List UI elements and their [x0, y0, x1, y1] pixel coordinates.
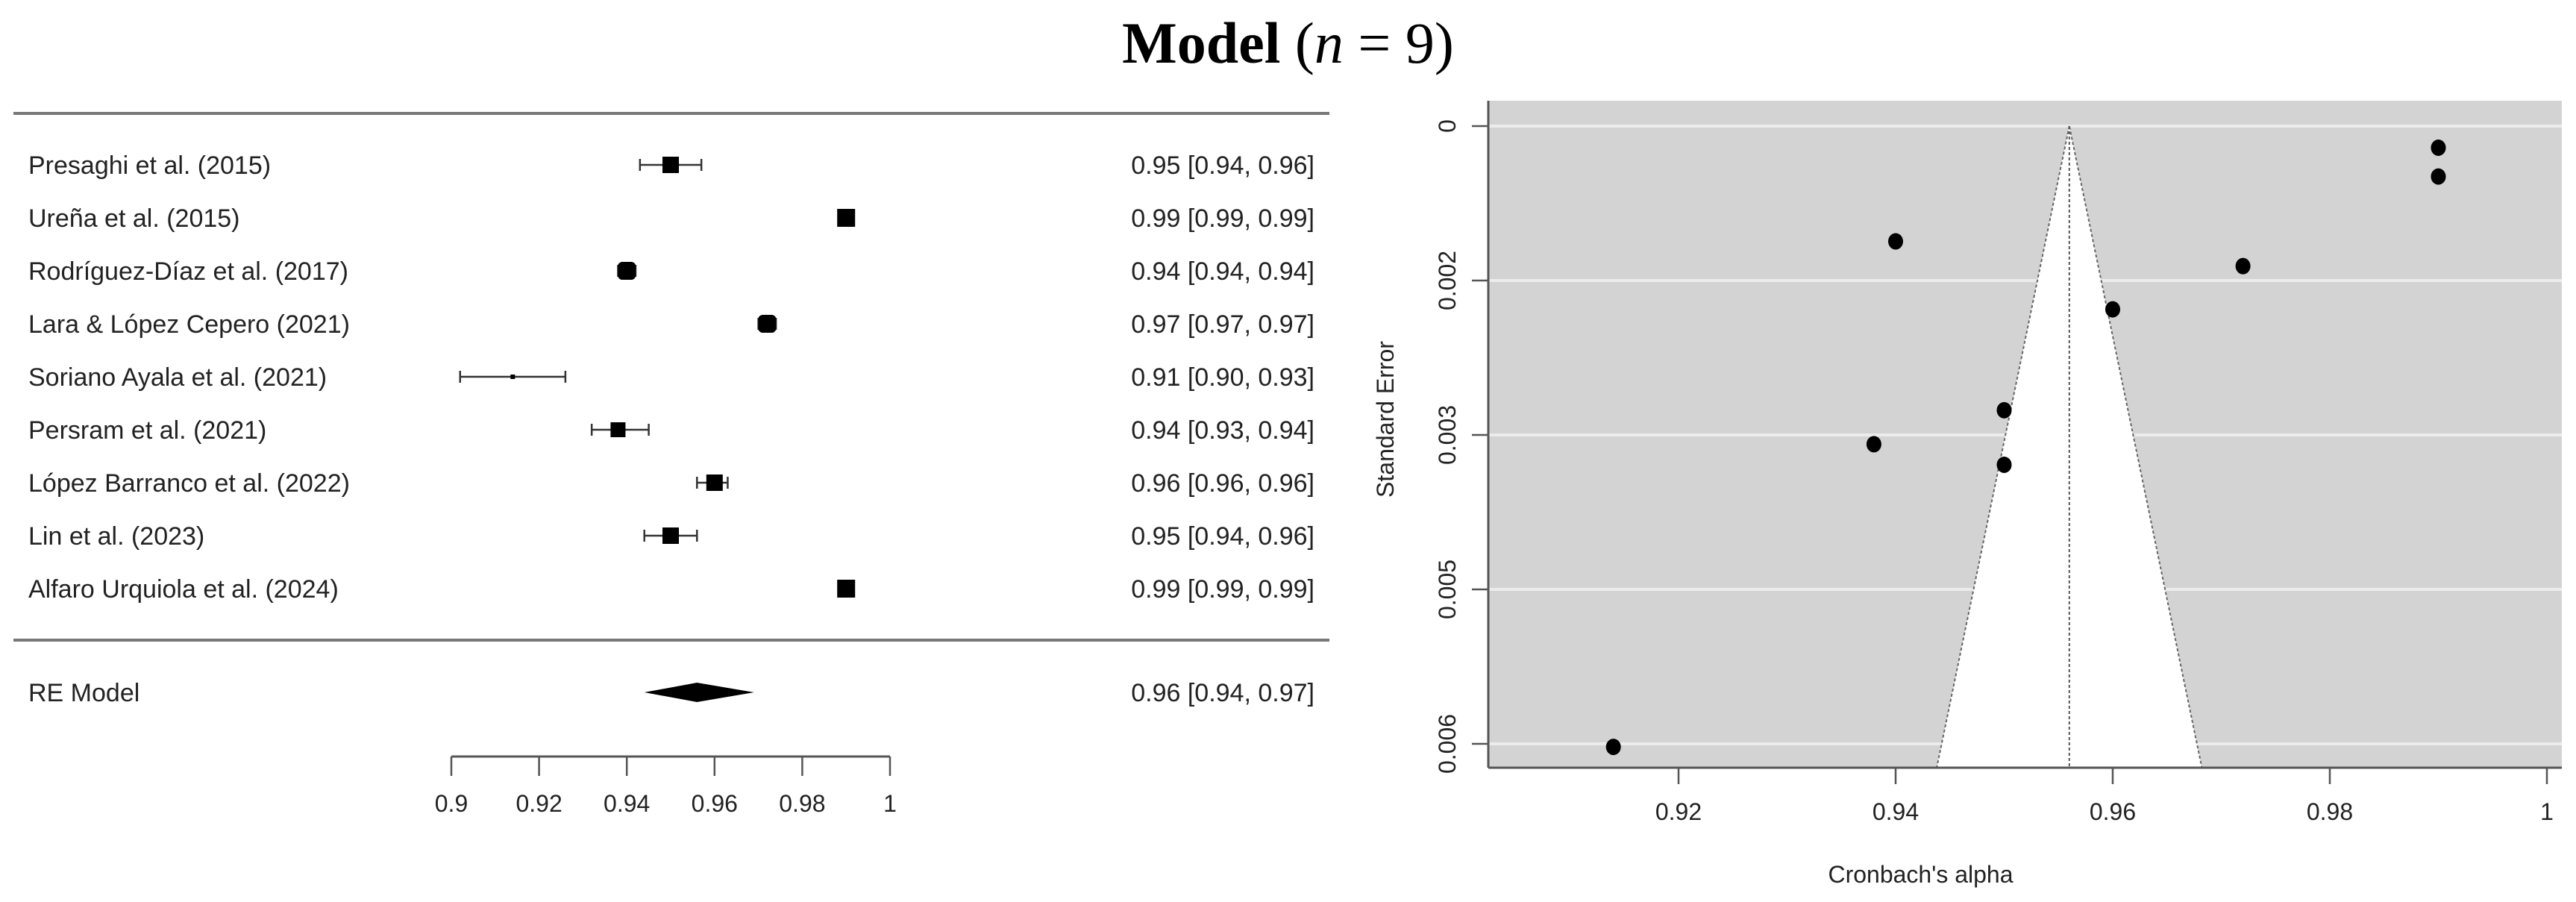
- study-label: Lin et al. (2023): [28, 522, 204, 551]
- estimate-ci-text: 0.94 [0.93, 0.94]: [1131, 416, 1314, 445]
- estimate-square: [610, 422, 626, 437]
- forest-row: Rodríguez-Díaz et al. (2017) 0.94 [0.94, …: [28, 257, 1314, 286]
- estimate-ci-text: 0.97 [0.97, 0.97]: [1131, 310, 1314, 339]
- forest-x-tick: 0.9: [435, 790, 468, 817]
- forest-row: López Barranco et al. (2022) 0.96 [0.96, …: [28, 469, 1314, 498]
- study-label: Lara & López Cepero (2021): [28, 310, 350, 339]
- funnel-point: [1996, 401, 2012, 419]
- study-label: Presaghi et al. (2015): [28, 151, 271, 180]
- forest-x-tick: 0.94: [604, 790, 650, 817]
- funnel-x-label: Cronbach's alpha: [1828, 861, 2013, 888]
- funnel-y-tick: 0.002: [1434, 251, 1461, 310]
- funnel-x-tick: 0.92: [1655, 798, 1702, 825]
- estimate-ci-text: 0.95 [0.94, 0.96]: [1131, 151, 1314, 180]
- estimate-square: [706, 475, 723, 491]
- title-n: n: [1314, 10, 1344, 75]
- funnel-point: [1888, 233, 1903, 250]
- estimate-ci-text: 0.94 [0.94, 0.94]: [1131, 257, 1314, 286]
- forest-x-tick: 0.98: [779, 790, 825, 817]
- funnel-plot: 0 0.002 0.003 0.005 0.006 0.92 0.94 0.96 0.98 1 Cr…: [1372, 101, 2562, 888]
- title-rest: = 9): [1343, 10, 1454, 75]
- forest-row: Alfaro Urquiola et al. (2024) 0.99 [0.99,…: [28, 575, 1314, 604]
- estimate-square: [837, 209, 856, 227]
- estimate-ci-text: 0.99 [0.99, 0.99]: [1131, 575, 1314, 604]
- funnel-y-tick: 0.005: [1434, 560, 1461, 619]
- forest-row: Lara & López Cepero (2021) 0.97 [0.97, 0.…: [28, 310, 1314, 339]
- study-label: Ureña et al. (2015): [28, 204, 240, 233]
- title-paren: (: [1280, 10, 1314, 75]
- funnel-point: [2105, 301, 2120, 318]
- funnel-x-tick: 0.94: [1873, 798, 1919, 825]
- figure-title: Model (n = 9): [0, 6, 2576, 81]
- summary-diamond: [644, 683, 754, 702]
- funnel-x-tick: 0.98: [2307, 798, 2353, 825]
- estimate-ci-text: 0.95 [0.94, 0.96]: [1131, 522, 1314, 551]
- summary-label: RE Model: [28, 679, 140, 707]
- funnel-point: [1605, 739, 1621, 756]
- funnel-x-tick: 1: [2540, 798, 2554, 825]
- estimate-ci-text: 0.99 [0.99, 0.99]: [1131, 204, 1314, 233]
- summary-ci-text: 0.96 [0.94, 0.97]: [1131, 679, 1314, 707]
- estimate-square: [618, 262, 636, 280]
- study-label: Soriano Ayala et al. (2021): [28, 363, 327, 392]
- estimate-square: [662, 527, 679, 544]
- title-bold: Model: [1122, 10, 1281, 75]
- forest-row: Presaghi et al. (2015) 0.95 [0.94, 0.96]: [28, 151, 1314, 180]
- funnel-point: [2431, 139, 2446, 156]
- forest-plot: Presaghi et al. (2015) 0.95 [0.94, 0.96] U…: [13, 112, 1329, 817]
- estimate-square: [510, 375, 515, 379]
- funnel-point: [2431, 168, 2446, 185]
- forest-row: Soriano Ayala et al. (2021) 0.91 [0.90, 0…: [28, 363, 1314, 392]
- funnel-x-tick: 0.96: [2090, 798, 2136, 825]
- forest-x-tick: 1: [883, 790, 897, 817]
- funnel-y-tick: 0: [1434, 119, 1461, 133]
- forest-row: Lin et al. (2023) 0.95 [0.94, 0.96]: [28, 522, 1314, 551]
- funnel-point: [1866, 436, 1881, 453]
- study-label: Persram et al. (2021): [28, 416, 266, 445]
- forest-x-tick: 0.96: [692, 790, 738, 817]
- funnel-y-label: Standard Error: [1372, 341, 1399, 498]
- estimate-square: [662, 157, 679, 173]
- funnel-y-tick: 0.006: [1434, 714, 1461, 774]
- funnel-point: [2235, 257, 2251, 275]
- estimate-ci-text: 0.96 [0.96, 0.96]: [1131, 469, 1314, 498]
- study-label: Rodríguez-Díaz et al. (2017): [28, 257, 348, 286]
- study-label: López Barranco et al. (2022): [28, 469, 350, 498]
- estimate-square: [758, 315, 777, 333]
- estimate-ci-text: 0.91 [0.90, 0.93]: [1131, 363, 1314, 392]
- forest-row: Ureña et al. (2015) 0.99 [0.99, 0.99]: [28, 204, 1314, 233]
- funnel-point: [1996, 457, 2012, 474]
- study-label: Alfaro Urquiola et al. (2024): [28, 575, 339, 604]
- forest-x-tick: 0.92: [515, 790, 562, 817]
- estimate-square: [837, 580, 856, 598]
- forest-row: Persram et al. (2021) 0.94 [0.93, 0.94]: [28, 416, 1314, 445]
- funnel-y-tick: 0.003: [1434, 405, 1461, 465]
